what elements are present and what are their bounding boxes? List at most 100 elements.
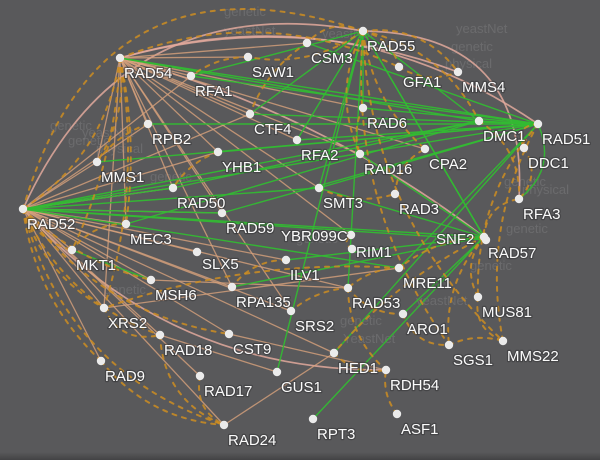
node-RAD59[interactable] (217, 208, 227, 218)
node-label-MUS81: MUS81 (482, 304, 532, 321)
watermark-text: physical (96, 141, 143, 156)
node-label-MKT1: MKT1 (76, 257, 116, 274)
edge-coexpression-arc (22, 208, 387, 371)
node-RAD6[interactable] (358, 103, 368, 113)
edge-coexpression (119, 57, 298, 141)
node-label-RAD17: RAD17 (204, 383, 252, 400)
node-RAD16[interactable] (355, 149, 365, 159)
node-RPT3[interactable] (308, 414, 318, 424)
node-label-SNF2: SNF2 (436, 231, 474, 248)
edge-genetic (347, 287, 404, 316)
node-RAD54[interactable] (115, 53, 125, 63)
watermark-text: genetic (224, 4, 266, 19)
node-RAD55[interactable] (358, 26, 368, 36)
node-RAD50[interactable] (168, 183, 178, 193)
watermark-text: yeastNet (82, 125, 134, 140)
node-label-RAD18: RAD18 (164, 342, 212, 359)
node-RAD52[interactable] (18, 204, 28, 214)
node-RAD9[interactable] (96, 356, 106, 366)
node-label-RAD55: RAD55 (367, 38, 415, 55)
node-GUS1[interactable] (272, 367, 282, 377)
node-MRE11[interactable] (394, 263, 404, 273)
node-DMC1[interactable] (474, 116, 484, 126)
edge-coexpression (22, 208, 102, 362)
edge-genetic (476, 296, 504, 342)
node-RAD3[interactable] (390, 189, 400, 199)
node-label-RDH54: RDH54 (390, 377, 439, 394)
node-RAD17[interactable] (195, 371, 205, 381)
node-RAD18[interactable] (155, 330, 165, 340)
edge-layer (22, 8, 546, 426)
edge-physical (478, 120, 539, 125)
edge-genetic (478, 120, 521, 200)
watermark-text: genetic (150, 169, 192, 184)
node-YHB1[interactable] (213, 147, 223, 157)
node-ILV1[interactable] (281, 255, 291, 265)
node-RFA2[interactable] (292, 135, 302, 145)
node-label-MEC3: MEC3 (130, 231, 172, 248)
edge-physical (22, 187, 174, 210)
edge-genetic (249, 42, 308, 115)
node-ARO1[interactable] (398, 309, 408, 319)
edge-genetic (71, 57, 121, 251)
node-HED1[interactable] (329, 348, 339, 358)
node-ASF1[interactable] (392, 409, 402, 419)
node-MUS81[interactable] (473, 292, 483, 302)
edge-coexpression (228, 333, 387, 371)
node-label-RAD3: RAD3 (399, 201, 439, 218)
node-label-ARO1: ARO1 (407, 321, 448, 338)
edge-physical (249, 113, 539, 125)
edge-physical (249, 30, 364, 115)
node-MSH6[interactable] (146, 275, 156, 285)
node-SLX5[interactable] (192, 247, 202, 257)
node-YBR099C[interactable] (346, 230, 356, 240)
node-MEC3[interactable] (121, 219, 131, 229)
node-CSM3[interactable] (302, 38, 312, 48)
node-RAD51[interactable] (533, 119, 543, 129)
edge-coexpression (22, 208, 287, 261)
node-CTF4[interactable] (245, 109, 255, 119)
edge-physical (312, 236, 485, 420)
edge-genetic (347, 267, 400, 289)
node-RFA1[interactable] (186, 71, 196, 81)
node-MMS1[interactable] (92, 157, 102, 167)
edge-genetic (172, 151, 219, 189)
node-SGS1[interactable] (444, 340, 454, 350)
edge-genetic (347, 287, 387, 371)
node-RAD53[interactable] (343, 283, 353, 293)
node-SRS2[interactable] (286, 306, 296, 316)
node-XRS2[interactable] (99, 303, 109, 313)
node-MKT1[interactable] (67, 245, 77, 255)
node-RDH54[interactable] (381, 365, 391, 375)
edge-physical (402, 236, 485, 315)
edge-genetic (100, 360, 225, 426)
node-RPA135[interactable] (227, 282, 237, 292)
node-label-CST9: CST9 (233, 341, 271, 358)
edge-physical (221, 123, 539, 214)
edge-physical (318, 187, 485, 238)
edge-genetic (190, 56, 249, 77)
node-MMS22[interactable] (498, 336, 508, 346)
node-SMT3[interactable] (314, 183, 324, 193)
node-label-RIM1: RIM1 (356, 244, 392, 261)
edge-genetic (103, 265, 400, 309)
edge-coexpression (103, 267, 400, 309)
node-CST9[interactable] (224, 329, 234, 339)
node-GFA1[interactable] (394, 62, 404, 72)
node-MMS4[interactable] (453, 67, 463, 77)
node-label-RAD50: RAD50 (177, 195, 225, 212)
node-RIM1[interactable] (347, 244, 357, 254)
node-SAW1[interactable] (243, 52, 253, 62)
node-DDC1[interactable] (519, 143, 529, 153)
node-CPA2[interactable] (420, 144, 430, 154)
edge-genetic (469, 236, 485, 298)
node-label-RAD16: RAD16 (364, 161, 412, 178)
node-label-ILV1: ILV1 (290, 267, 320, 284)
edge-physical (172, 120, 480, 189)
node-RPB2[interactable] (143, 119, 153, 129)
node-RAD57[interactable] (481, 235, 491, 245)
node-RFA3[interactable] (514, 194, 524, 204)
edge-physical (296, 123, 539, 141)
node-RAD24[interactable] (219, 420, 229, 430)
